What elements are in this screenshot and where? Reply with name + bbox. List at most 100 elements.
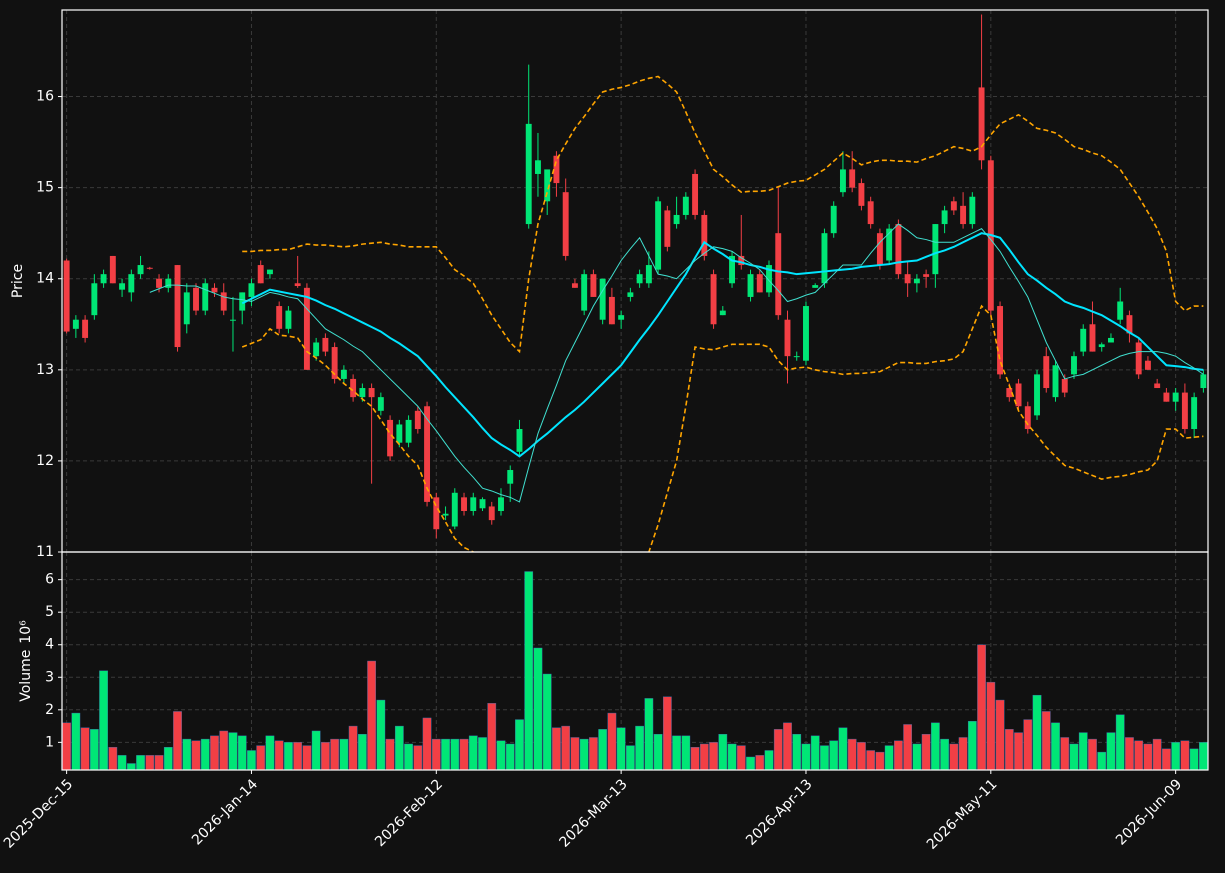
moving-average	[149, 223, 1204, 503]
candle-body	[1098, 344, 1105, 348]
volume-bar	[949, 743, 959, 771]
candle-body	[1163, 392, 1170, 402]
candle-body	[1117, 301, 1124, 320]
candle-body	[313, 342, 320, 357]
y-tick-label: 12	[36, 453, 54, 469]
candle-body	[1126, 315, 1133, 334]
candle-body	[858, 183, 865, 206]
candle-body	[775, 233, 782, 316]
y-tick-label: 14	[36, 271, 54, 287]
y-tick-label: 15	[36, 180, 54, 196]
volume-tick-label: 6	[45, 572, 54, 588]
candle-body	[645, 265, 652, 284]
candle-body	[1144, 360, 1151, 370]
volume-bar	[579, 738, 589, 771]
candle-body	[1006, 388, 1013, 398]
candle-body	[1172, 392, 1179, 402]
volume-bar	[755, 755, 765, 771]
candle-body	[1191, 397, 1198, 430]
candle-body	[1061, 378, 1068, 393]
volume-bar	[80, 727, 90, 771]
volume-bar	[570, 737, 580, 771]
candle-body	[1135, 342, 1142, 375]
candle-body	[1015, 383, 1022, 407]
candle-body	[340, 369, 347, 379]
candle-body	[156, 278, 162, 288]
volume-bar	[311, 730, 321, 771]
candle-body	[1080, 328, 1087, 352]
candle-body	[636, 274, 643, 284]
volume-bar	[487, 703, 497, 771]
volume-bar	[847, 738, 857, 771]
volume-bar	[89, 729, 99, 771]
candle-body	[664, 210, 671, 247]
volume-bar	[783, 722, 792, 771]
volume-bar	[764, 750, 774, 771]
volume-bar	[912, 743, 922, 771]
volume-bar	[302, 745, 312, 771]
volume-bar	[1171, 742, 1181, 771]
candle-body	[100, 274, 107, 284]
candle-body	[72, 319, 79, 329]
candle-body	[109, 255, 116, 284]
volume-bar	[330, 738, 339, 771]
volume-bar	[1069, 743, 1079, 771]
volume-bar	[820, 745, 829, 771]
candle-body	[812, 285, 819, 288]
volume-bar	[496, 740, 506, 771]
candle-body	[784, 319, 791, 357]
volume-bar	[1134, 740, 1144, 771]
volume-bar	[653, 734, 663, 771]
volume-bar	[293, 742, 303, 771]
candle-body	[960, 205, 967, 225]
candle-body	[1052, 365, 1059, 398]
candle-body	[997, 306, 1004, 375]
volume-bar	[505, 743, 515, 771]
volume-bar	[533, 647, 543, 771]
volume-bar	[431, 738, 441, 771]
volume-bar	[690, 747, 700, 771]
y-tick-label: 13	[36, 362, 54, 378]
candle-body	[322, 337, 329, 352]
candle-body	[803, 306, 809, 361]
volume-bar	[1014, 732, 1023, 771]
candle-body	[488, 506, 495, 521]
candle-body	[507, 470, 514, 484]
candle-body	[608, 296, 615, 325]
volume-bar	[1106, 732, 1116, 771]
volume-bar	[977, 644, 986, 771]
candle-body	[793, 356, 800, 358]
volume-bar	[635, 725, 644, 771]
volume-bar	[274, 740, 284, 771]
y-tick-label: 11	[36, 544, 54, 560]
volume-bar	[284, 742, 293, 771]
candle-body	[627, 292, 634, 297]
volume-bar	[709, 742, 718, 771]
volume-bar	[1152, 738, 1162, 771]
volume-bar	[182, 738, 192, 771]
volume-bar	[838, 727, 848, 771]
candle-body	[599, 278, 606, 320]
volume-bar	[699, 743, 709, 771]
x-tick-label: 2026-Apr-13	[743, 776, 816, 849]
candle-body	[978, 87, 985, 161]
price-plot	[63, 14, 1207, 552]
volume-axis-label: Volume 10⁶	[18, 620, 34, 702]
volume-bar	[662, 696, 672, 771]
candle-body	[1200, 374, 1207, 389]
candle-body	[941, 210, 948, 225]
candle-body	[82, 319, 89, 338]
candle-body	[405, 419, 412, 443]
candle-body	[128, 274, 135, 293]
candle-body	[146, 267, 153, 269]
x-tick-label: 2026-Jun-09	[1113, 776, 1185, 848]
candle-body	[183, 292, 190, 325]
candle-body	[479, 499, 486, 509]
candle-body	[950, 201, 957, 211]
candle-body	[285, 310, 292, 329]
volume-bar	[385, 738, 395, 771]
volume-frame	[61, 551, 1209, 771]
volume-bar	[210, 735, 219, 771]
candle-body	[350, 378, 357, 398]
volume-bar	[1115, 714, 1125, 771]
